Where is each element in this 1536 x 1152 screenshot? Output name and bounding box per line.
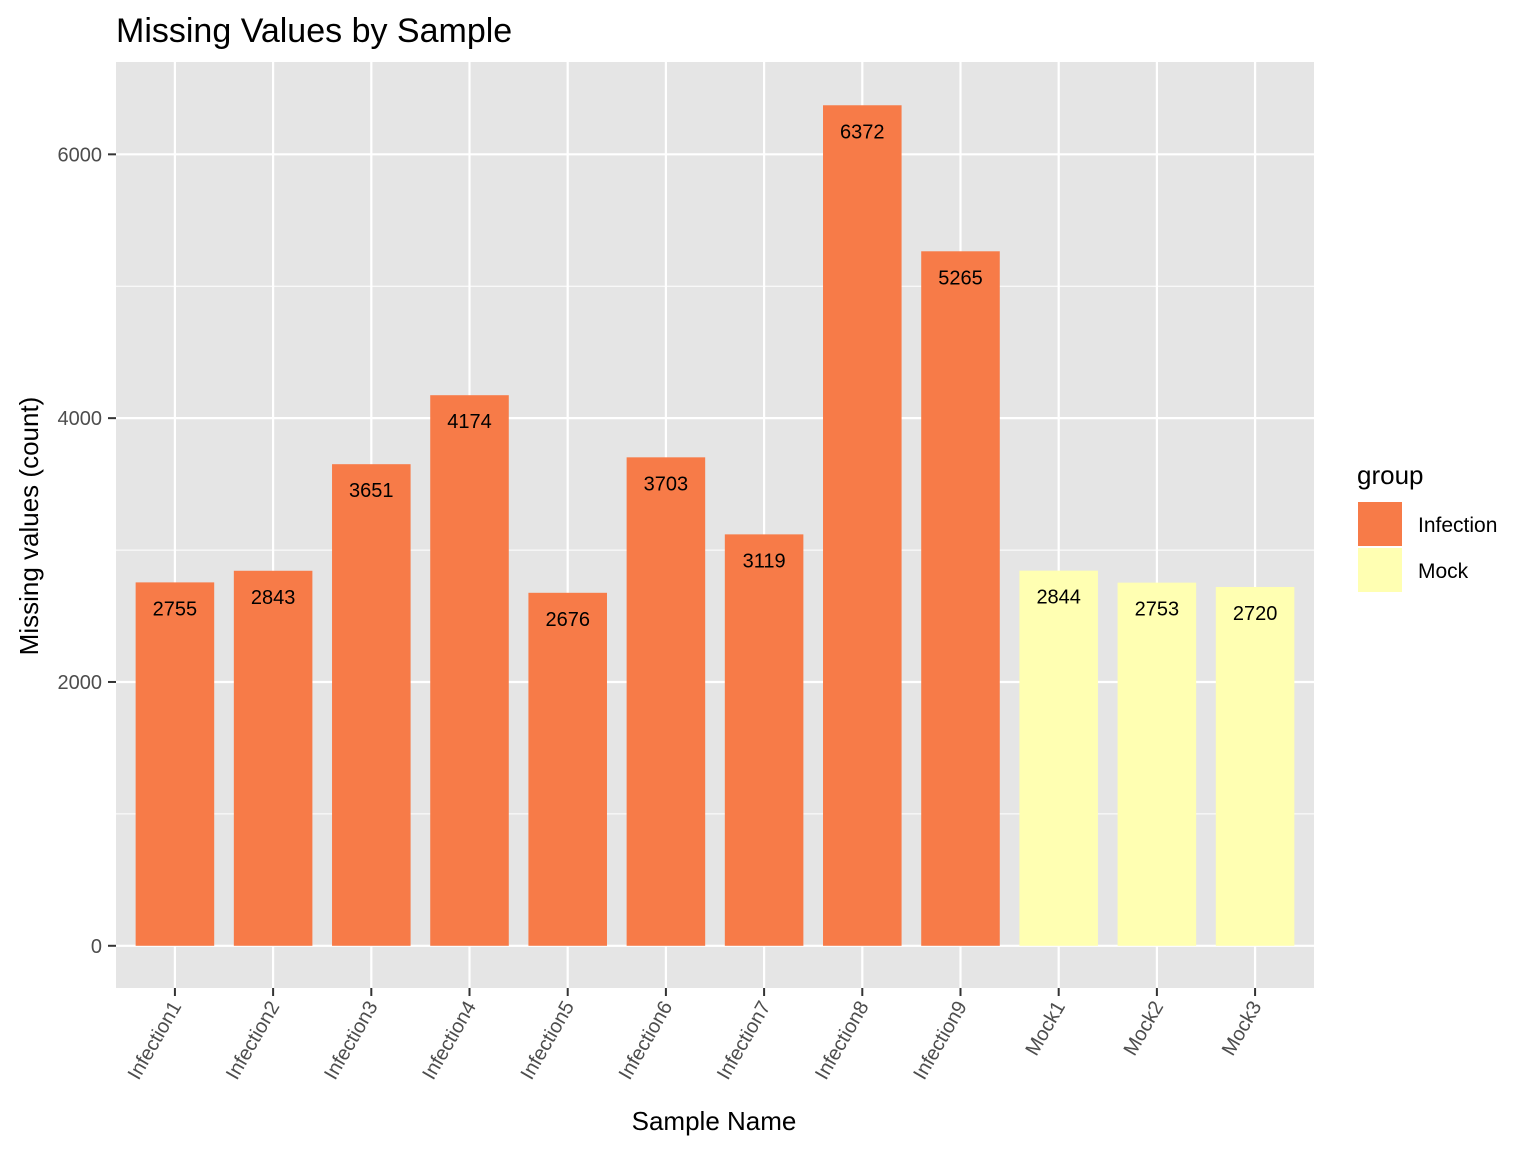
- data-label: 3651: [349, 480, 394, 502]
- y-axis-title: Missing values (count): [14, 397, 44, 656]
- data-label: 2753: [1135, 599, 1180, 621]
- x-tick-label: Infection1: [124, 998, 186, 1084]
- x-axis-title: Sample Name: [632, 1106, 797, 1136]
- bar: [823, 105, 902, 946]
- data-label: 5265: [938, 267, 983, 289]
- x-tick-label: Mock1: [1022, 998, 1071, 1060]
- x-tick-label: Infection6: [615, 998, 677, 1084]
- y-tick-label: 4000: [58, 408, 103, 430]
- x-tick-label: Infection7: [713, 998, 775, 1084]
- x-tick-label: Infection9: [909, 998, 971, 1084]
- data-label: 2720: [1233, 603, 1278, 625]
- x-tick-label: Infection5: [517, 998, 579, 1084]
- data-labels: 2755 2843 3651 4174 2676 3703 3119 6372 5265 2844…: [153, 121, 1278, 631]
- bar: [135, 582, 215, 946]
- x-tick-label: Infection2: [222, 998, 284, 1084]
- data-label: 2843: [251, 587, 296, 609]
- bar: [724, 534, 804, 946]
- legend-label-mock: Mock: [1418, 560, 1469, 583]
- bar: [332, 464, 411, 946]
- x-axis: Infection1 Infection2 Infection3 Infection4…: [124, 988, 1267, 1084]
- legend-key-infection: [1358, 502, 1402, 546]
- data-label: 3703: [644, 473, 689, 495]
- data-label: 6372: [840, 121, 885, 143]
- legend-key-mock: [1358, 548, 1402, 592]
- y-tick-label: 0: [91, 936, 102, 958]
- bar: [233, 570, 313, 946]
- bar: [921, 251, 1000, 946]
- x-tick-label: Mock3: [1218, 998, 1267, 1060]
- minor-gridlines: [116, 285, 1314, 815]
- legend-title: group: [1357, 460, 1424, 490]
- x-tick-label: Mock2: [1120, 998, 1169, 1060]
- bar: [626, 457, 706, 946]
- chart-title: Missing Values by Sample: [116, 12, 512, 50]
- x-tick-label: Infection8: [811, 998, 873, 1084]
- y-tick-label: 6000: [58, 144, 103, 166]
- bar: [1019, 570, 1098, 946]
- legend: group Infection Mock: [1357, 460, 1497, 592]
- y-tick-label: 2000: [58, 672, 103, 694]
- plot-panel: [116, 62, 1314, 988]
- bar: [1117, 582, 1197, 946]
- bar: [430, 395, 509, 946]
- bar: [528, 592, 607, 946]
- legend-label-infection: Infection: [1418, 514, 1497, 537]
- data-label: 3119: [743, 550, 786, 572]
- data-label: 2844: [1036, 587, 1081, 609]
- bars: [135, 105, 1295, 946]
- data-label: 2676: [545, 609, 590, 631]
- data-label: 4174: [447, 411, 492, 433]
- bar: [1215, 586, 1295, 946]
- x-tick-label: Infection4: [418, 998, 480, 1084]
- data-label: 2755: [153, 598, 198, 620]
- y-axis: 0 2000 4000 6000: [58, 144, 116, 958]
- x-tick-label: Infection3: [320, 998, 382, 1084]
